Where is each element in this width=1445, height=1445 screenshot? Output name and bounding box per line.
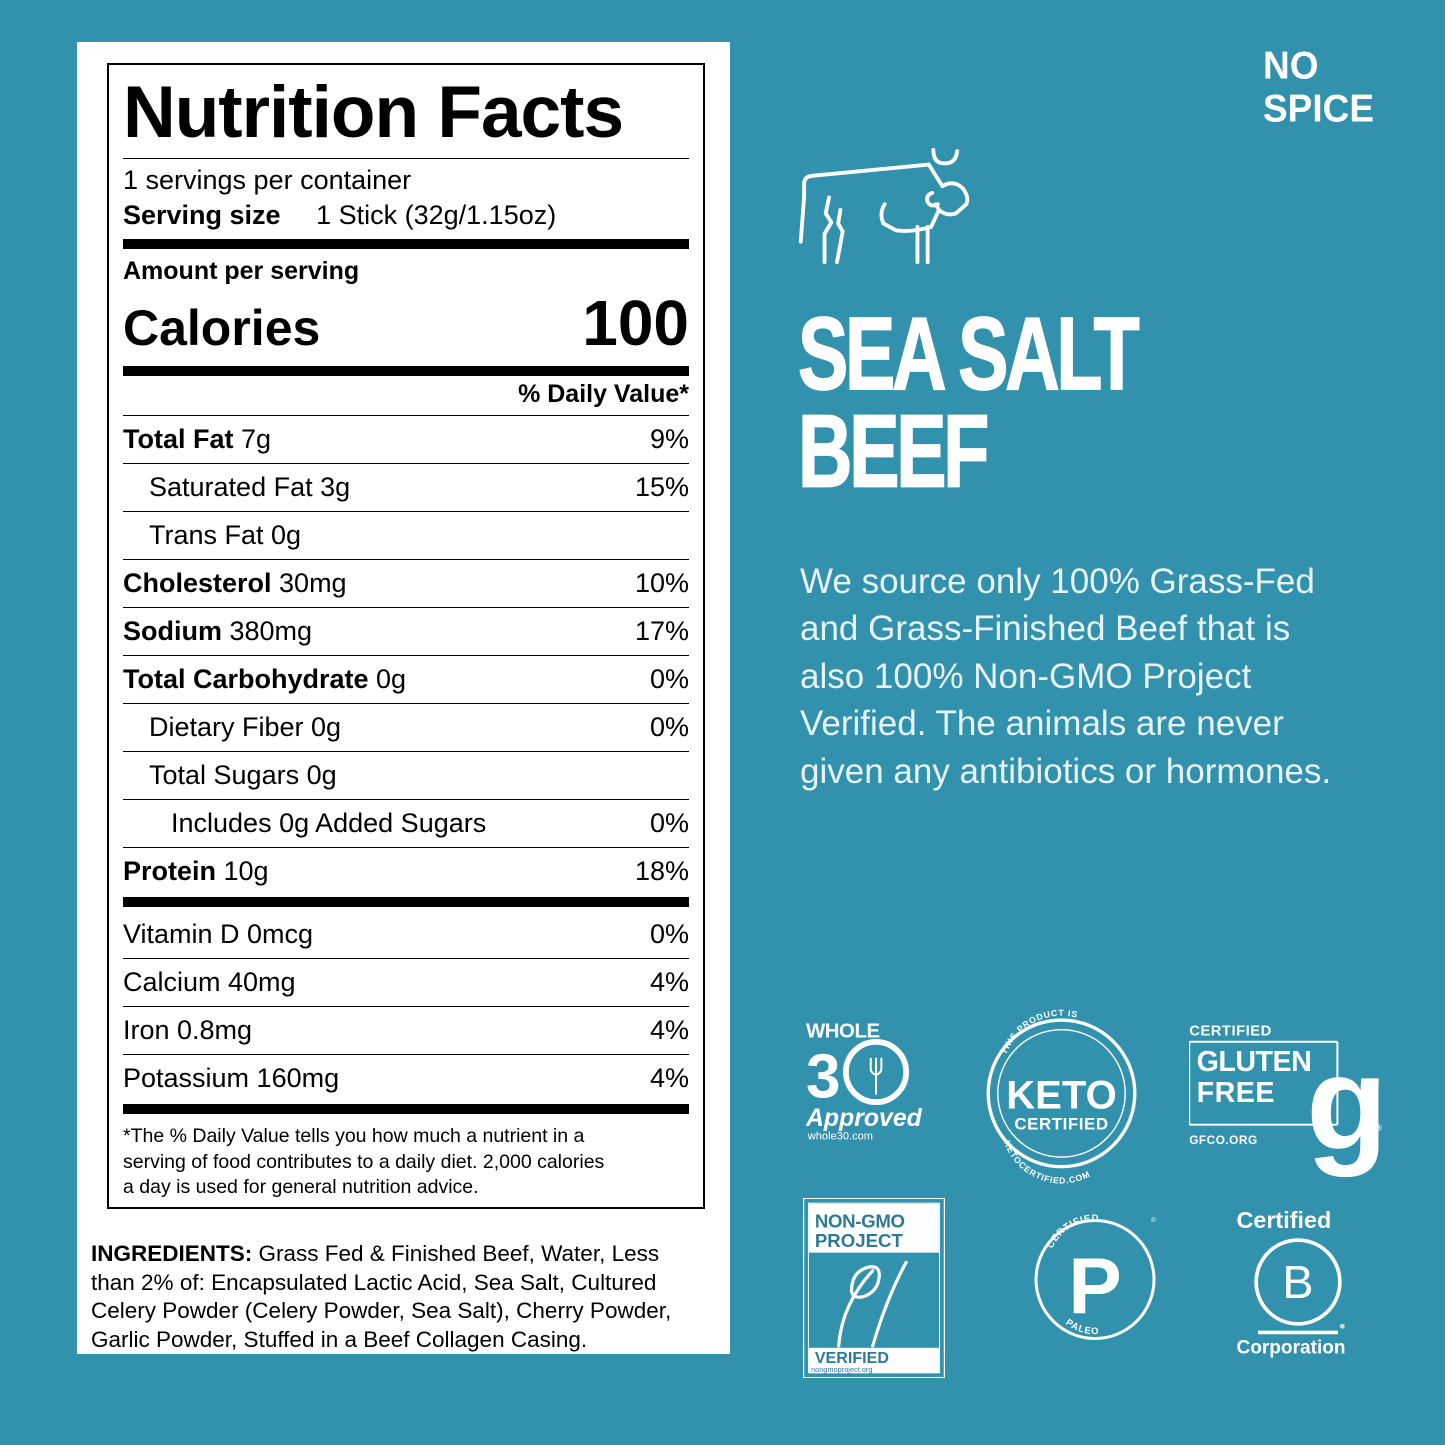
svg-text:whole30.com: whole30.com: [807, 1130, 873, 1142]
svg-text:THIS PRODUCT IS: THIS PRODUCT IS: [999, 1008, 1079, 1056]
svg-text:P: P: [1068, 1242, 1121, 1331]
svg-text:®: ®: [1151, 1216, 1156, 1224]
svg-text:GLUTEN: GLUTEN: [1197, 1046, 1312, 1078]
svg-text:CERTIFIED: CERTIFIED: [1014, 1114, 1108, 1133]
svg-text:®: ®: [1376, 1124, 1382, 1133]
svg-text:KETOCERTIFIED.COM: KETOCERTIFIED.COM: [1002, 1139, 1092, 1186]
svg-text:Approved: Approved: [806, 1105, 923, 1132]
svg-text:KETO: KETO: [1006, 1074, 1116, 1118]
svg-text:nongmoproject.org: nongmoproject.org: [811, 1365, 873, 1374]
svg-text:Corporation: Corporation: [1236, 1337, 1345, 1358]
svg-text:GFCO.ORG: GFCO.ORG: [1189, 1133, 1257, 1147]
svg-text:WHOLE: WHOLE: [806, 1020, 880, 1042]
svg-text:g: g: [1306, 1029, 1387, 1178]
svg-text:3: 3: [806, 1042, 841, 1111]
svg-text:PROJECT: PROJECT: [815, 1230, 904, 1251]
svg-text:NON-GMO: NON-GMO: [815, 1211, 905, 1232]
svg-text:B: B: [1282, 1256, 1313, 1308]
svg-text:FREE: FREE: [1197, 1077, 1275, 1109]
svg-text:CERTIFIED: CERTIFIED: [1189, 1023, 1272, 1039]
svg-text:VERIFIED: VERIFIED: [815, 1349, 889, 1367]
svg-text:Certified: Certified: [1236, 1207, 1331, 1233]
